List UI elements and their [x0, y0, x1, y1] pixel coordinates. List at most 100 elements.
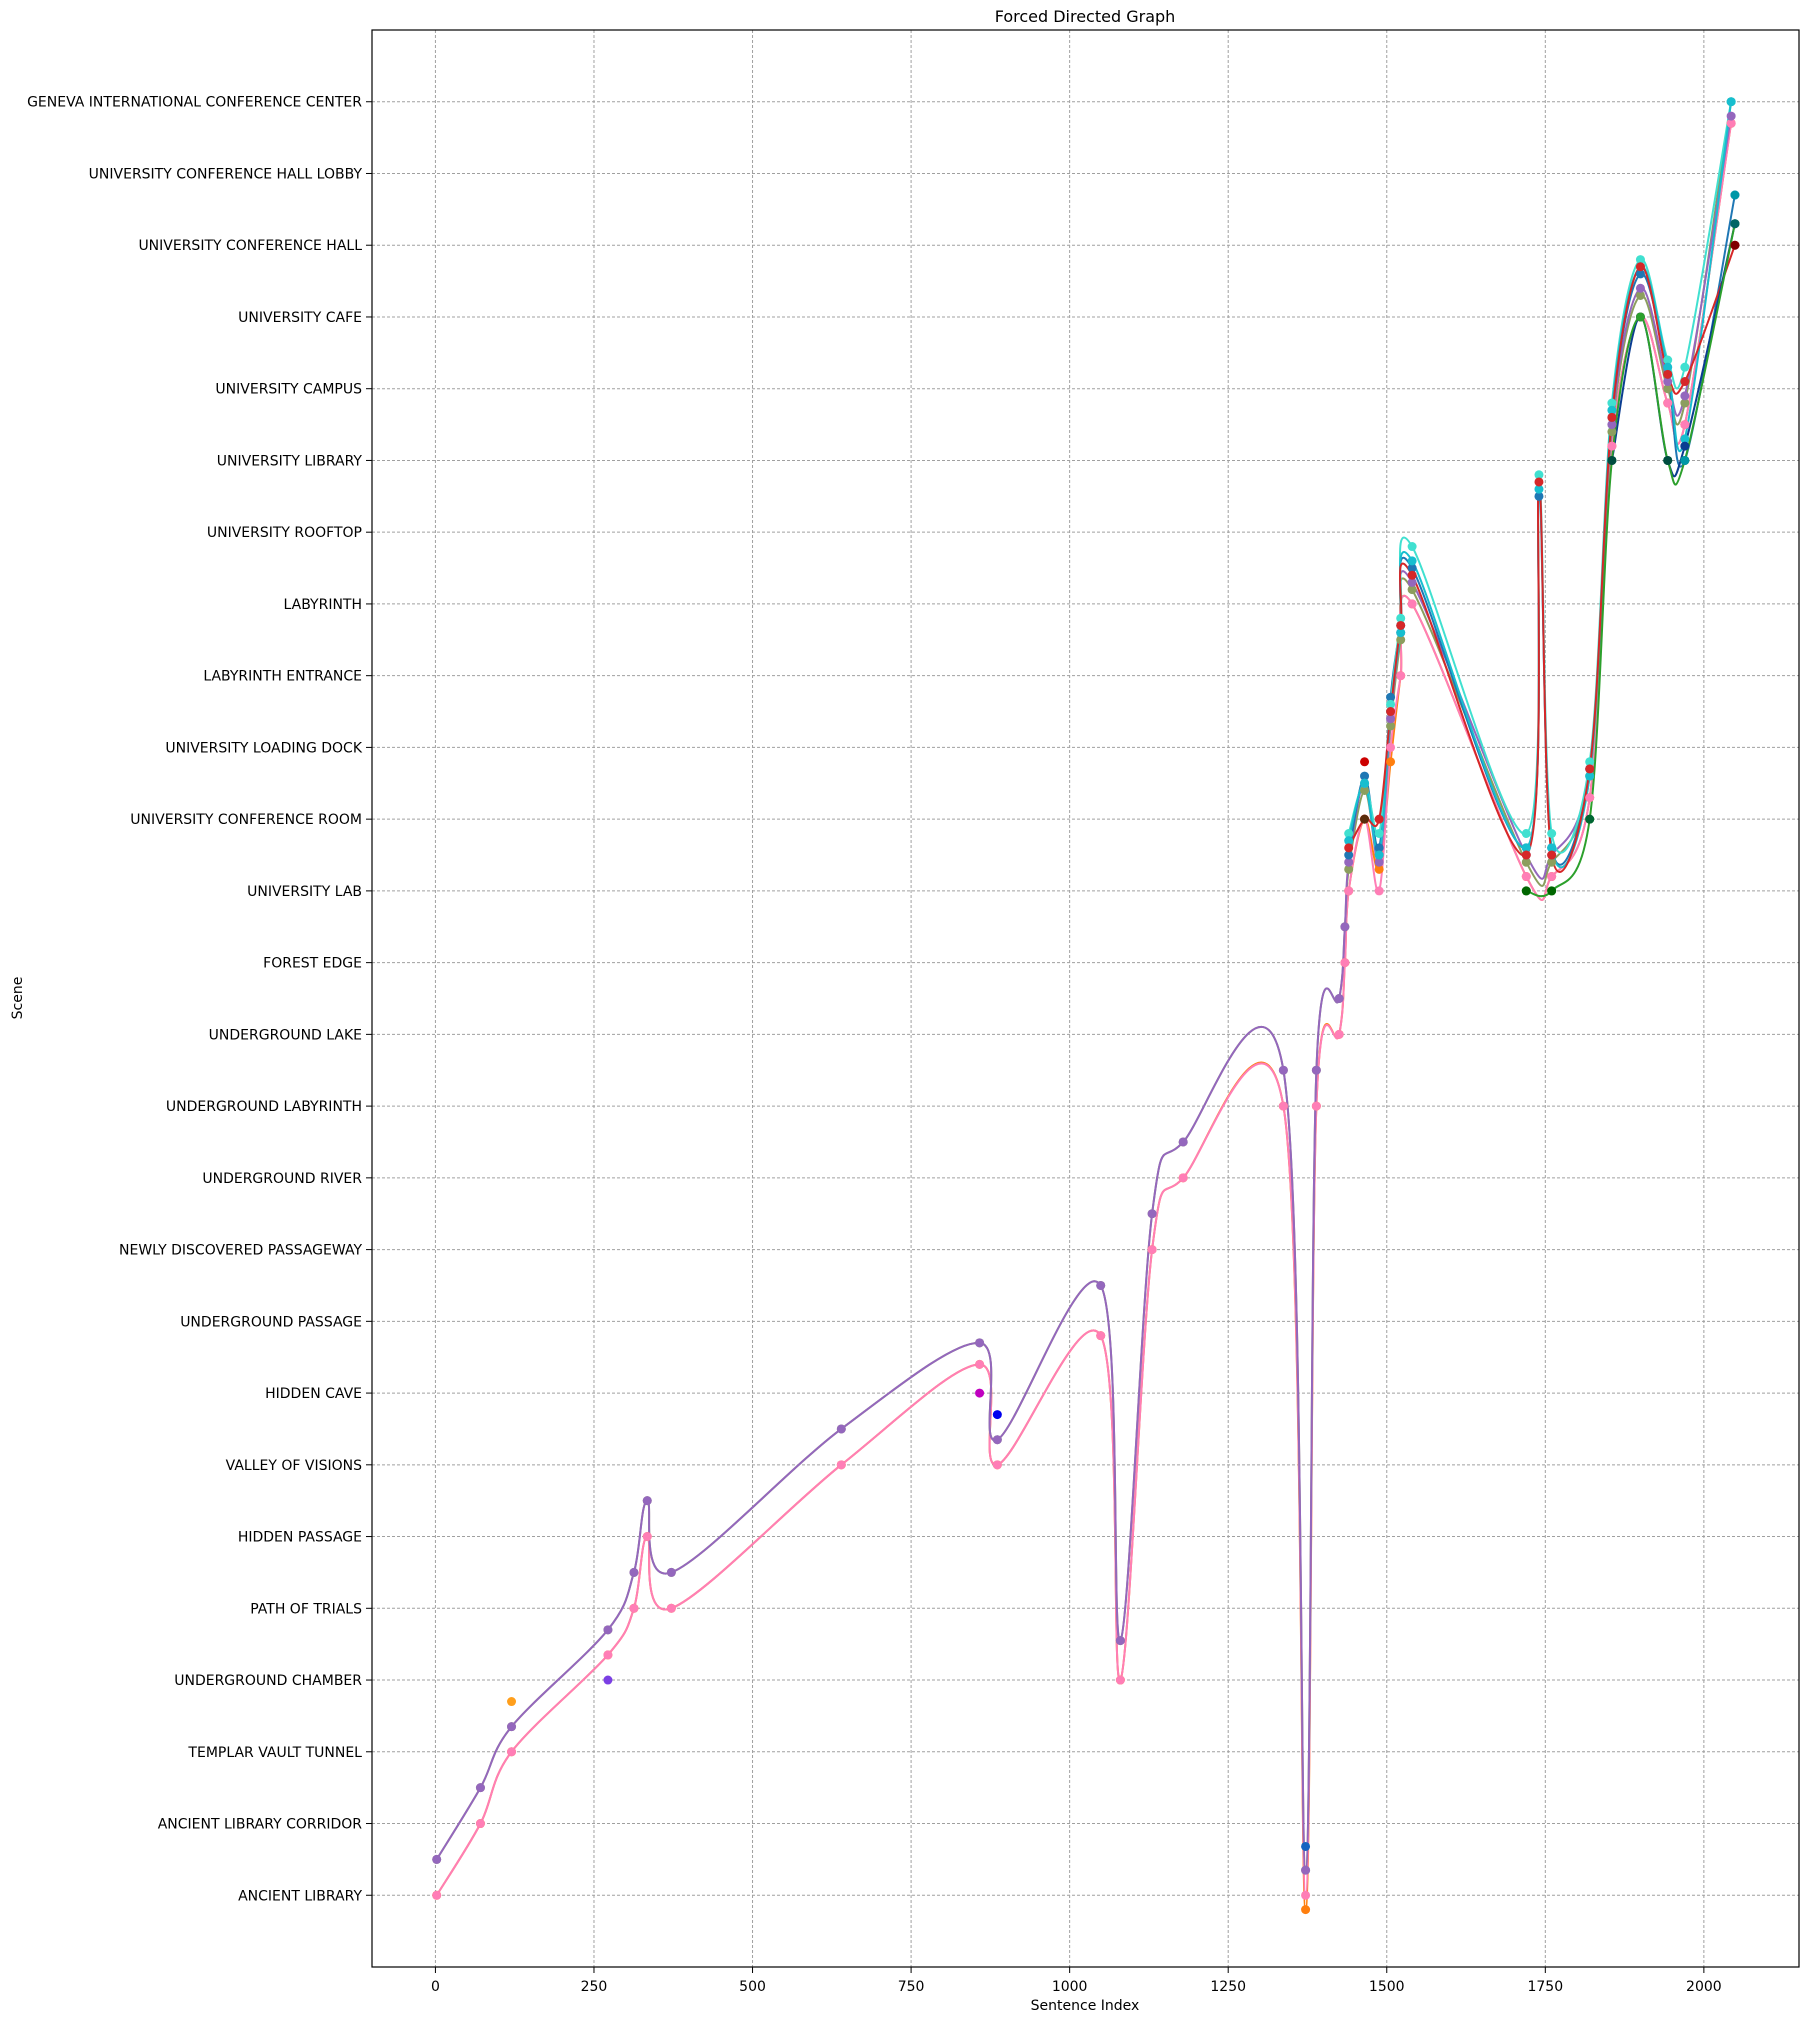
series-point-1 [1396, 671, 1406, 681]
scatter-point [507, 1697, 517, 1707]
series-point-2 [1547, 857, 1557, 867]
ticks: ANCIENT LIBRARY ANCIENT LIBRARY CORRIDOR T… [27, 95, 1722, 1995]
series-point-1 [1301, 1890, 1311, 1900]
series-point-6 [1407, 556, 1417, 566]
series-point-2 [1635, 290, 1645, 300]
series-point-2 [1680, 398, 1690, 408]
series-point-3 [475, 1783, 485, 1793]
series-point-3 [1096, 1280, 1106, 1290]
y-tick-label: UNDERGROUND RIVER [202, 1171, 362, 1187]
series-point-1 [1374, 886, 1384, 896]
y-tick-label: VALLEY OF VISIONS [226, 1458, 362, 1474]
series-point-3 [432, 1854, 442, 1864]
series-point-5 [1663, 355, 1673, 365]
y-tick-label: UNIVERSITY LIBRARY [217, 453, 363, 469]
series-point-1 [1096, 1331, 1106, 1341]
y-tick-label: NEWLY DISCOVERED PASSAGEWAY [119, 1243, 362, 1259]
series-point-2 [1521, 857, 1531, 867]
series-point-4 [1635, 269, 1645, 279]
series-point-1 [432, 1890, 442, 1900]
series-point-1 [1680, 420, 1690, 430]
series-point-1 [1334, 1029, 1344, 1039]
series-point-3 [1334, 994, 1344, 1003]
series-point-3 [1663, 377, 1673, 387]
scatter-point [1607, 455, 1617, 465]
scatter-point [1680, 455, 1690, 465]
y-tick-label: ANCIENT LIBRARY CORRIDOR [158, 1817, 363, 1833]
series-point-1 [642, 1532, 652, 1542]
series-point-3 [1407, 577, 1417, 587]
y-tick-label: PATH OF TRIALS [250, 1601, 362, 1617]
series-point-7 [1374, 814, 1384, 824]
series-point-1 [1521, 872, 1531, 882]
scatter-point [603, 1675, 613, 1685]
series-point-2 [1396, 635, 1406, 645]
series-point-5 [1374, 828, 1384, 838]
series-point-3 [975, 1338, 985, 1348]
series-point-3 [1386, 714, 1396, 724]
series-point-6 [1396, 628, 1406, 638]
y-tick-label: UNIVERSITY CONFERENCE ROOM [130, 812, 362, 828]
scatter-point [1360, 814, 1370, 824]
series-point-1 [1726, 118, 1736, 128]
series-point-6 [1547, 843, 1557, 853]
data-points [432, 97, 1740, 1915]
series-point-9 [1635, 312, 1645, 322]
series-point-7 [1607, 412, 1617, 422]
series-point-7 [1547, 850, 1557, 860]
series-point-1 [1278, 1101, 1288, 1111]
y-tick-label: ANCIENT LIBRARY [238, 1888, 362, 1904]
scatter-point [975, 1388, 985, 1398]
series-point-1 [1663, 398, 1673, 408]
y-tick-label: HIDDEN CAVE [265, 1386, 362, 1402]
series-point-1 [1547, 872, 1557, 882]
series-point-1 [992, 1460, 1002, 1470]
y-tick-label: UNDERGROUND PASSAGE [180, 1314, 362, 1330]
x-axis-label: Sentence Index [1031, 1998, 1140, 2014]
series-point-7 [1680, 377, 1690, 387]
series-point-3 [666, 1567, 676, 1577]
series-point-1 [629, 1603, 639, 1613]
scatter-point [1301, 1841, 1311, 1851]
scatter-point [1521, 886, 1531, 896]
series-point-2 [1663, 384, 1673, 394]
series-point-5 [1407, 542, 1417, 552]
y-tick-label: GENEVA INTERNATIONAL CONFERENCE CENTER [27, 95, 362, 111]
y-axis-label: Scene [10, 977, 26, 1020]
series-point-1 [1407, 599, 1417, 609]
scatter-point [1730, 190, 1740, 200]
series-point-3 [507, 1722, 517, 1732]
y-tick-label: UNDERGROUND CHAMBER [174, 1673, 362, 1689]
series-point-1 [975, 1359, 985, 1369]
series-point-1 [836, 1460, 846, 1470]
series-point-3 [836, 1424, 846, 1434]
series-point-3 [1607, 420, 1617, 430]
scatter-point [992, 1410, 1002, 1420]
series-point-3 [642, 1496, 652, 1506]
series-point-3 [1726, 111, 1736, 121]
series-point-7 [1635, 262, 1645, 272]
series-point-4 [1386, 692, 1396, 702]
series-point-5 [1547, 828, 1557, 838]
y-tick-label: HIDDEN PASSAGE [238, 1530, 362, 1546]
x-tick-label: 1250 [1210, 1979, 1246, 1995]
series-point-3 [992, 1435, 1002, 1445]
y-tick-label: FOREST EDGE [263, 956, 362, 972]
series-point-6 [1360, 778, 1370, 788]
series-point-1 [1147, 1245, 1157, 1255]
series-point-3 [629, 1567, 639, 1577]
series-point-1 [666, 1603, 676, 1613]
series-point-5 [1521, 828, 1531, 838]
y-tick-label: UNDERGROUND LAKE [209, 1027, 362, 1043]
series-point-0 [1301, 1905, 1311, 1915]
chart-title: Forced Directed Graph [995, 7, 1176, 26]
series-point-1 [1344, 886, 1354, 896]
series-point-7 [1585, 764, 1595, 774]
y-tick-label: UNIVERSITY LAB [247, 884, 362, 900]
y-tick-label: LABYRINTH [284, 597, 363, 613]
series-point-3 [1178, 1137, 1188, 1147]
plot-frame [371, 29, 1800, 1968]
series-point-1 [1585, 793, 1595, 803]
